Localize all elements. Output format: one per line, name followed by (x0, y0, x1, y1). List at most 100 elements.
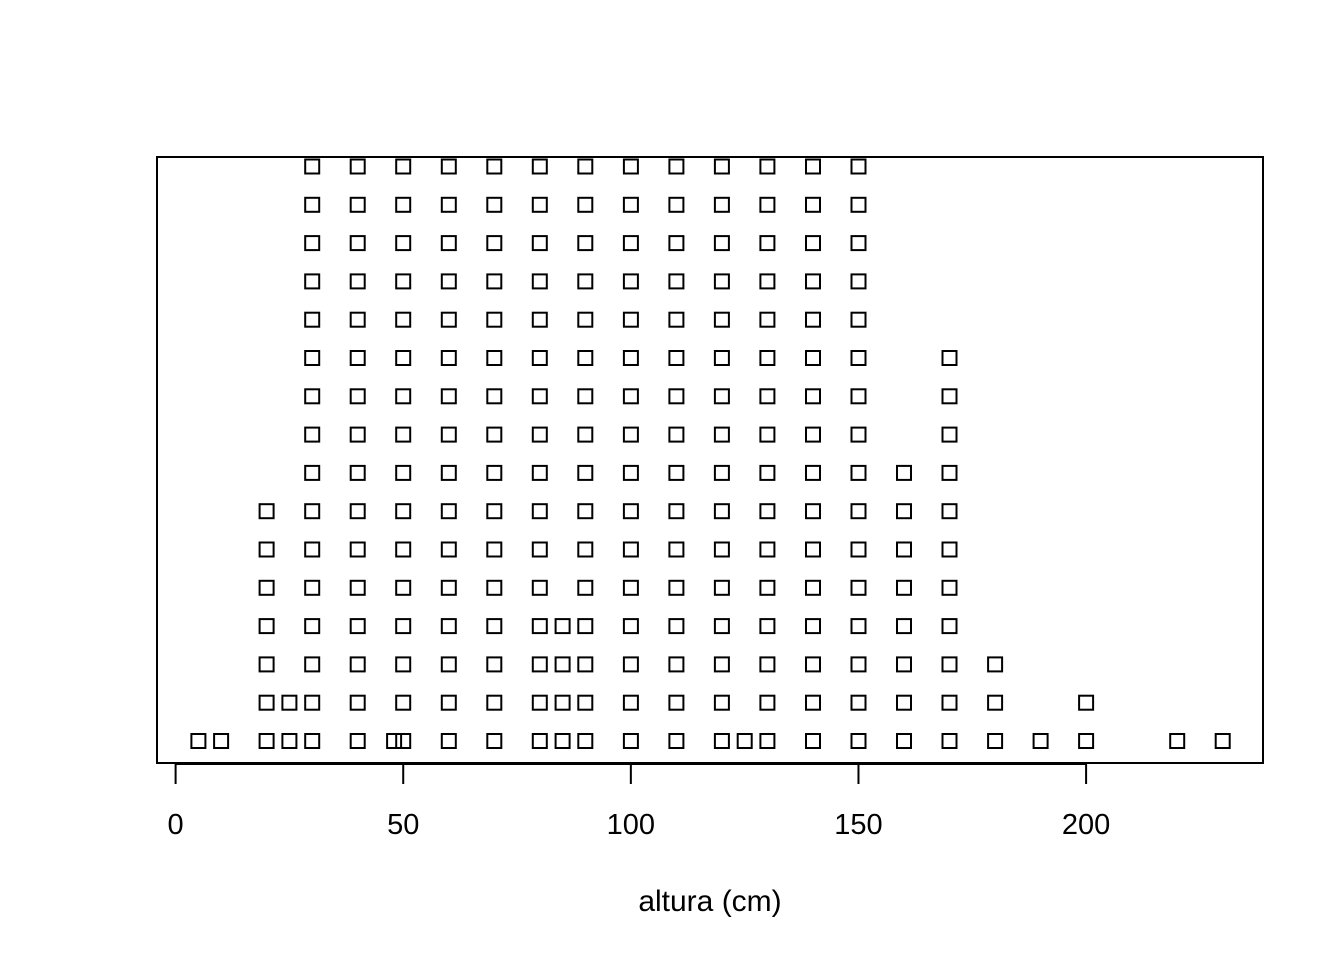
data-point (395, 158, 412, 175)
x-axis-label: altura (cm) (638, 885, 781, 918)
data-point (304, 235, 321, 252)
data-point (669, 121, 683, 135)
data-point (578, 121, 592, 135)
data-point (349, 464, 366, 481)
data-point (805, 464, 821, 481)
data-point (395, 388, 412, 405)
data-point (577, 196, 594, 213)
data-point (668, 733, 685, 749)
data-point (349, 388, 366, 405)
data-point (805, 426, 821, 443)
data-point (713, 311, 730, 328)
data-point (304, 656, 321, 673)
data-point (622, 656, 639, 673)
data-point (896, 618, 912, 635)
data-point (805, 196, 821, 213)
data-point (395, 350, 412, 366)
data-point (850, 158, 867, 175)
data-point (941, 541, 958, 558)
data-point (577, 273, 594, 290)
data-point (805, 350, 821, 366)
data-point (304, 541, 321, 558)
data-point (622, 196, 639, 213)
data-point (1078, 694, 1095, 711)
data-point (759, 464, 776, 481)
data-point (351, 121, 365, 135)
data-point (486, 311, 503, 328)
data-point (531, 464, 548, 481)
data-point (668, 618, 685, 635)
data-point (624, 121, 638, 135)
data-point (805, 311, 821, 328)
data-point (440, 618, 457, 635)
data-point (554, 656, 571, 673)
data-point (349, 235, 366, 252)
data-point (531, 235, 548, 252)
data-point (486, 388, 503, 405)
data-point (349, 694, 366, 711)
data-point (577, 350, 594, 366)
x-tick-label: 0 (168, 809, 184, 841)
data-point (440, 503, 457, 520)
data-point (850, 311, 867, 328)
data-point (759, 350, 776, 366)
data-point (349, 311, 366, 328)
data-point (386, 733, 403, 749)
data-point (577, 464, 594, 481)
data-point (850, 694, 867, 711)
data-point (440, 733, 457, 749)
data-point (896, 733, 912, 749)
data-point (395, 426, 412, 443)
data-point (713, 541, 730, 558)
data-point (852, 121, 866, 135)
data-point (622, 541, 639, 558)
data-point (622, 426, 639, 443)
data-point (531, 426, 548, 443)
x-tick-label: 100 (607, 809, 655, 841)
data-point (941, 694, 958, 711)
data-point (941, 733, 958, 749)
data-point (395, 311, 412, 328)
data-point (440, 388, 457, 405)
data-point (806, 121, 820, 135)
data-point (668, 694, 685, 711)
data-point (258, 733, 275, 749)
data-point (1032, 733, 1049, 749)
data-point (349, 541, 366, 558)
data-point (941, 618, 958, 635)
x-tick-label: 50 (387, 809, 419, 841)
data-point (987, 656, 1004, 673)
data-point (531, 158, 548, 175)
data-point (850, 579, 867, 596)
data-point (577, 388, 594, 405)
data-point (759, 388, 776, 405)
data-point (554, 618, 571, 635)
data-point (486, 273, 503, 290)
data-point (713, 503, 730, 520)
data-point (760, 121, 774, 135)
data-point (668, 388, 685, 405)
data-point (622, 273, 639, 290)
data-point (759, 235, 776, 252)
data-point (668, 158, 685, 175)
x-tick-label: 150 (834, 809, 882, 841)
data-point (713, 388, 730, 405)
data-point (442, 121, 456, 135)
data-point (486, 426, 503, 443)
data-point (577, 656, 594, 673)
data-point (531, 350, 548, 366)
data-point (281, 694, 298, 711)
data-point (759, 733, 776, 749)
data-point (349, 350, 366, 366)
x-tick-label: 200 (1062, 809, 1110, 841)
data-point (759, 311, 776, 328)
data-point (668, 196, 685, 213)
data-point (349, 273, 366, 290)
data-point (304, 618, 321, 635)
data-point (395, 273, 412, 290)
data-point (805, 694, 821, 711)
data-point (850, 541, 867, 558)
data-point (896, 656, 912, 673)
data-point (805, 733, 821, 749)
